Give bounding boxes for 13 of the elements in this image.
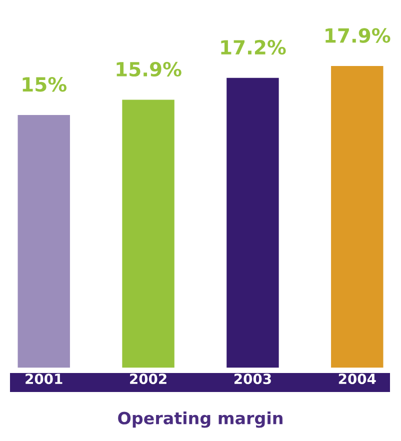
x-tick-label: 2003 — [234, 374, 271, 384]
text: Operating margin — [118, 412, 282, 428]
data-label: 15% — [22, 77, 67, 92]
bar — [18, 114, 70, 368]
x-tick-label: 2004 — [338, 374, 376, 384]
data-label: 15.9% — [116, 62, 182, 77]
bar — [226, 78, 279, 368]
bar — [331, 66, 384, 368]
x-tick-label: 2001 — [26, 374, 62, 384]
bar — [122, 100, 174, 368]
data-label: 17.9% — [326, 28, 390, 43]
data-label: 17.2% — [221, 40, 286, 55]
x-tick-label: 2002 — [130, 374, 166, 384]
